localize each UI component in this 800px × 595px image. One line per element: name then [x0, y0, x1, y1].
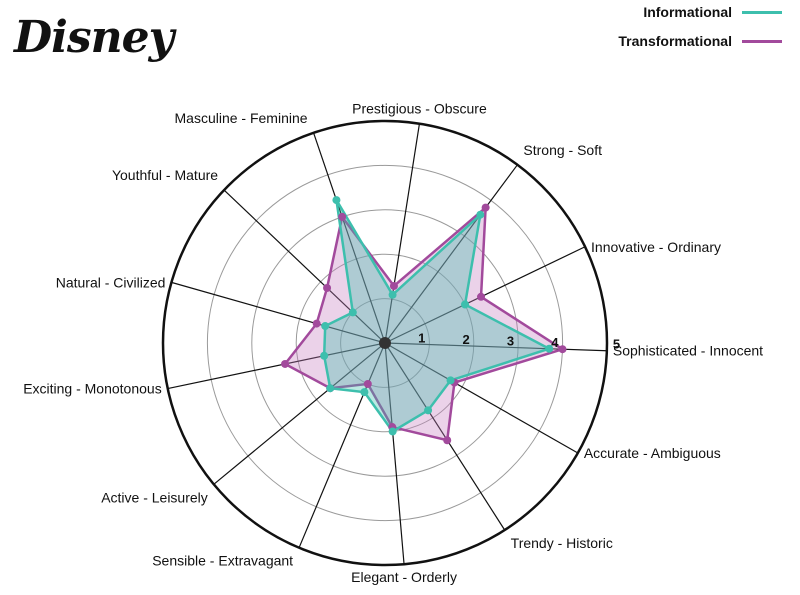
grid-circle-2: [295, 253, 475, 433]
tick-label: 5: [613, 337, 620, 352]
data-point-informational: [476, 210, 485, 219]
grid-circle-4: [206, 164, 564, 522]
data-point-informational: [388, 290, 397, 299]
disney-logo: Disney: [14, 12, 174, 63]
axis-spoke: [171, 281, 386, 344]
axis-spoke: [384, 342, 405, 565]
axis-spoke: [223, 189, 386, 344]
legend-swatch-transformational: [742, 39, 782, 43]
tick-label: 1: [418, 331, 425, 346]
data-point-transformational: [477, 292, 486, 301]
series-area-transformational: [283, 204, 566, 442]
axis-spoke: [313, 132, 386, 344]
axis-spoke: [167, 342, 386, 390]
grid-circle-5: [161, 119, 609, 567]
tick-label: 3: [507, 334, 514, 349]
category-label: Natural - Civilized: [56, 274, 166, 290]
data-point-informational: [388, 427, 397, 436]
axis-spoke: [384, 342, 579, 454]
legend-item-transformational: Transformational: [618, 33, 782, 49]
category-label: Accurate - Ambiguous: [584, 445, 721, 461]
data-point-transformational: [481, 203, 490, 212]
data-point-transformational: [389, 281, 398, 290]
series-area-informational: [322, 199, 553, 434]
data-point-transformational: [338, 212, 347, 221]
axis-spoke: [298, 342, 386, 548]
legend-label-informational: Informational: [643, 4, 732, 20]
axis-spoke: [384, 123, 421, 344]
category-label: Youthful - Mature: [112, 167, 218, 183]
data-point-transformational: [558, 345, 567, 354]
axis-spoke: [384, 246, 586, 344]
axis-spoke: [384, 342, 607, 352]
data-point-transformational: [363, 379, 372, 388]
data-point-informational: [461, 300, 470, 309]
data-point-informational: [320, 351, 329, 360]
tick-label: 2: [463, 332, 470, 347]
data-point-transformational: [312, 319, 321, 328]
category-label: Innovative - Ordinary: [591, 239, 721, 255]
legend-swatch-informational: [742, 10, 782, 14]
category-label: Sensible - Extravagant: [152, 553, 293, 569]
axis-spoke: [384, 342, 506, 531]
category-label: Active - Leisurely: [101, 489, 208, 505]
category-label: Prestigious - Obscure: [352, 101, 487, 117]
axis-spoke: [384, 164, 518, 344]
data-point-transformational: [281, 359, 290, 368]
data-point-informational: [446, 376, 455, 385]
legend-item-informational: Informational: [643, 4, 782, 20]
data-point-informational: [348, 308, 357, 317]
category-label: Masculine - Feminine: [175, 110, 308, 126]
category-label: Exciting - Monotonous: [23, 381, 162, 397]
category-label: Trendy - Historic: [511, 535, 613, 551]
axis-spoke: [213, 342, 386, 485]
data-point-informational: [545, 344, 554, 353]
tick-label: 4: [551, 335, 559, 350]
data-point-informational: [360, 388, 369, 397]
category-label: Strong - Soft: [523, 142, 602, 158]
grid-circle-3: [251, 209, 519, 477]
data-point-transformational: [323, 283, 332, 292]
grid-circle-1: [340, 298, 430, 388]
legend-label-transformational: Transformational: [618, 33, 732, 49]
category-label: Sophisticated - Innocent: [613, 343, 763, 359]
data-point-transformational: [443, 436, 452, 445]
data-point-informational: [326, 384, 335, 393]
data-point-informational: [424, 406, 433, 415]
data-point-informational: [321, 322, 330, 331]
center-dot: [379, 337, 391, 349]
category-label: Elegant - Orderly: [351, 569, 457, 585]
data-point-informational: [332, 196, 341, 205]
